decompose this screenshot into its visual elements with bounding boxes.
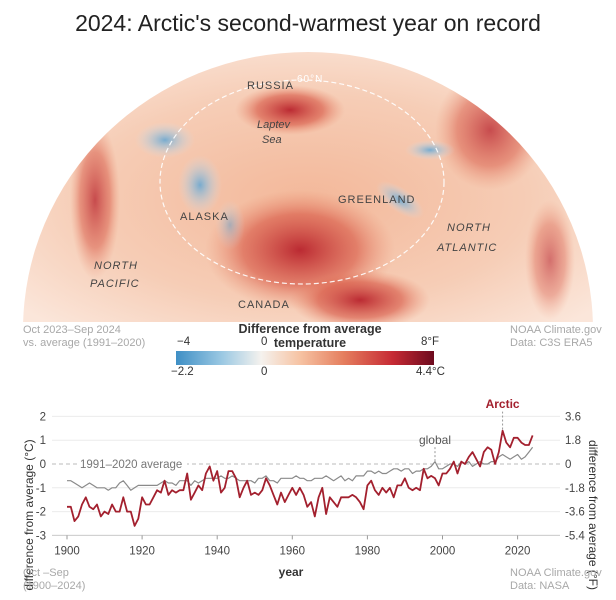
map-label-greenland: GREENLAND <box>338 194 415 206</box>
baseline-label: 1991–2020 average <box>80 459 182 471</box>
chart-credit-line1: NOAA Climate.gov <box>510 567 602 579</box>
x-tick-label: 1900 <box>54 545 80 557</box>
series-line-arctic <box>67 429 534 527</box>
y-tick-label-right: 3.6 <box>565 411 581 423</box>
x-tick-label: 1940 <box>204 545 230 557</box>
chart-period-note: Oct –Sep (1900–2024) <box>23 567 85 593</box>
x-axis-label: year <box>279 565 304 579</box>
y-tick-label-left: 0 <box>40 459 46 471</box>
y-tick-label-right: -1.8 <box>565 483 585 495</box>
color-scale-bar <box>176 351 434 365</box>
y-tick-label-right: -3.6 <box>565 507 585 519</box>
map-label-60n: 60°N <box>297 74 323 85</box>
x-tick-label: 1980 <box>355 545 381 557</box>
chart-period-line1: Oct –Sep <box>23 567 69 579</box>
map-label-laptev: Laptev <box>257 119 292 131</box>
map-label-canada: CANADA <box>238 299 290 311</box>
x-tick-label: 2020 <box>505 545 531 557</box>
map-label-sea: Sea <box>262 134 282 146</box>
x-tick-label: 1960 <box>280 545 306 557</box>
map-label-north-atlantic-1: NORTH <box>447 222 491 234</box>
map-credit-line1: NOAA Climate.gov <box>510 324 602 336</box>
legend-title: Difference from average temperature <box>238 322 382 350</box>
chart-credit-line2: Data: NASA <box>510 580 570 592</box>
y-tick-label-right: -5.4 <box>565 530 585 542</box>
map-period-line2: vs. average (1991–2020) <box>23 337 146 349</box>
y-axis-label-left: difference from average (°C) <box>22 439 36 590</box>
map-period-note: Oct 2023–Sep 2024 vs. average (1991–2020… <box>23 324 145 350</box>
map-label-north-atlantic-2: ATLANTIC <box>436 242 497 254</box>
y-tick-label-right: 0 <box>565 459 571 471</box>
map-label-north-pacific-2: PACIFIC <box>90 278 140 290</box>
baseline-label-bg <box>77 457 187 471</box>
legend-f-mid: 0 <box>261 336 268 348</box>
map-credit: NOAA Climate.gov Data: C3S ERA5 <box>510 324 602 350</box>
chart-period-line2: (1900–2024) <box>23 580 86 592</box>
map-period-line1: Oct 2023–Sep 2024 <box>23 324 121 336</box>
y-tick-label-left: 2 <box>40 411 46 423</box>
y-tick-label-left: -3 <box>36 530 46 542</box>
page-title: 2024: Arctic's second-warmest year on re… <box>75 10 541 36</box>
legend-f-min: −4 <box>177 336 191 348</box>
arctic-annotation: Arctic <box>486 397 520 411</box>
y-tick-label-left: 1 <box>40 435 46 447</box>
y-axis-label-right: difference from average (°F) <box>586 440 600 590</box>
legend-f-max: 8°F <box>421 336 440 348</box>
x-tick-label: 2000 <box>430 545 456 557</box>
temperature-line-chart: difference from average (°C) difference … <box>22 397 600 591</box>
y-tick-label-left: -2 <box>36 507 46 519</box>
y-tick-label-left: -1 <box>36 483 46 495</box>
global-annotation: global <box>419 433 451 447</box>
map-credit-line2: Data: C3S ERA5 <box>510 337 593 349</box>
y-tick-label-right: 1.8 <box>565 435 581 447</box>
arctic-temperature-map: RUSSIA 60°N Laptev Sea GREENLAND ALASKA … <box>23 52 593 322</box>
60n-latitude-circle <box>159 79 445 285</box>
legend-c-min: −2.2 <box>171 366 194 378</box>
map-label-alaska: ALASKA <box>180 211 229 223</box>
legend-c-mid: 0 <box>261 366 268 378</box>
map-label-russia: RUSSIA <box>247 80 294 92</box>
legend-c-max: 4.4°C <box>416 366 445 378</box>
map-label-north-pacific-1: NORTH <box>94 260 138 272</box>
chart-credit: NOAA Climate.gov Data: NASA <box>510 567 602 593</box>
x-tick-label: 1920 <box>129 545 155 557</box>
